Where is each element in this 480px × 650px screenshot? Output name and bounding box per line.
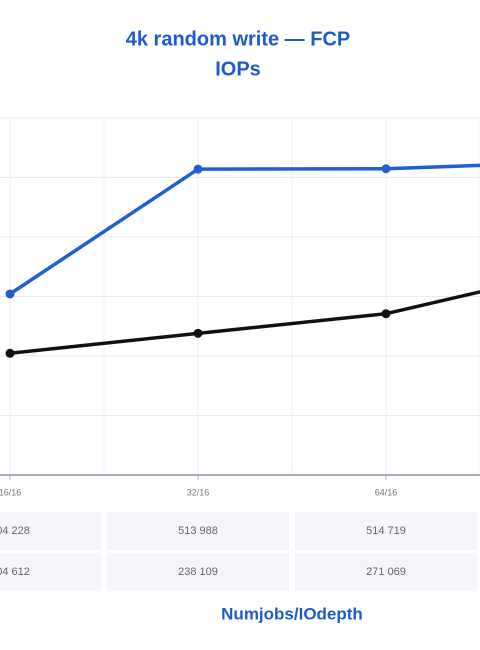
table-value: 271 069 xyxy=(366,566,406,578)
x-axis-label: Numjobs/IOdepth xyxy=(221,604,363,623)
data-point xyxy=(193,164,203,174)
table-cell xyxy=(0,512,101,550)
table-value: 304 228 xyxy=(0,525,30,537)
chart-subtitle: IOPs xyxy=(215,58,261,80)
series-line xyxy=(9,290,480,355)
x-tick-label: 32/16 xyxy=(187,487,210,497)
data-point xyxy=(5,348,15,358)
chart-title: 4k random write — FCP xyxy=(126,28,351,50)
data-point xyxy=(381,164,391,174)
table-cell xyxy=(107,512,289,550)
table-cell xyxy=(295,553,477,591)
data-point xyxy=(381,309,391,319)
table-value: 238 109 xyxy=(178,566,218,578)
x-tick-label: 16/16 xyxy=(0,487,21,497)
table-cell xyxy=(0,553,101,591)
table-cell xyxy=(107,553,289,591)
data-point xyxy=(5,289,15,299)
table-value: 204 612 xyxy=(0,566,30,578)
x-tick-label: 64/16 xyxy=(375,487,398,497)
table-value: 513 988 xyxy=(178,525,218,537)
table-value: 514 719 xyxy=(366,525,406,537)
table-cell xyxy=(295,512,477,550)
series-line xyxy=(9,163,480,296)
data-point xyxy=(193,328,203,338)
